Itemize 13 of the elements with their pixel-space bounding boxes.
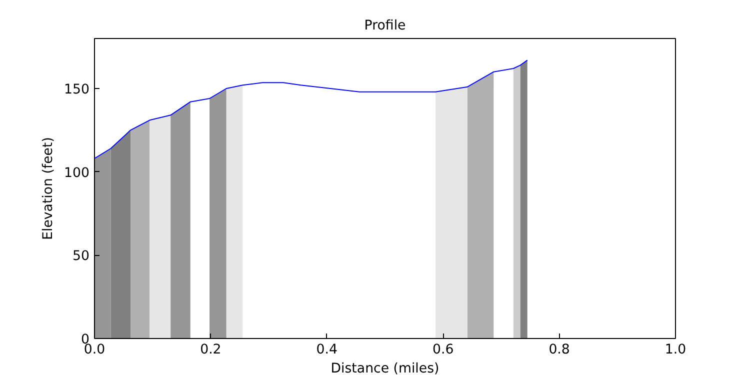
x-tick-label: 0.2	[200, 342, 222, 358]
x-tick-label: 1.0	[664, 342, 686, 358]
x-tick-label: 0.8	[548, 342, 570, 358]
y-tick-label: 100	[64, 166, 90, 181]
x-axis-title: Distance (miles)	[330, 362, 440, 375]
x-tick-label: 0.6	[432, 342, 454, 358]
chart-title: Profile	[364, 18, 406, 34]
x-tick-label: 0.4	[316, 342, 338, 358]
y-axis-title: Elevation (feet)	[41, 137, 56, 240]
line-series	[94, 60, 528, 159]
y-tick-label: 150	[64, 82, 90, 98]
x-tick-label: 0.0	[84, 342, 106, 358]
y-tick-label: 50	[72, 249, 90, 264]
